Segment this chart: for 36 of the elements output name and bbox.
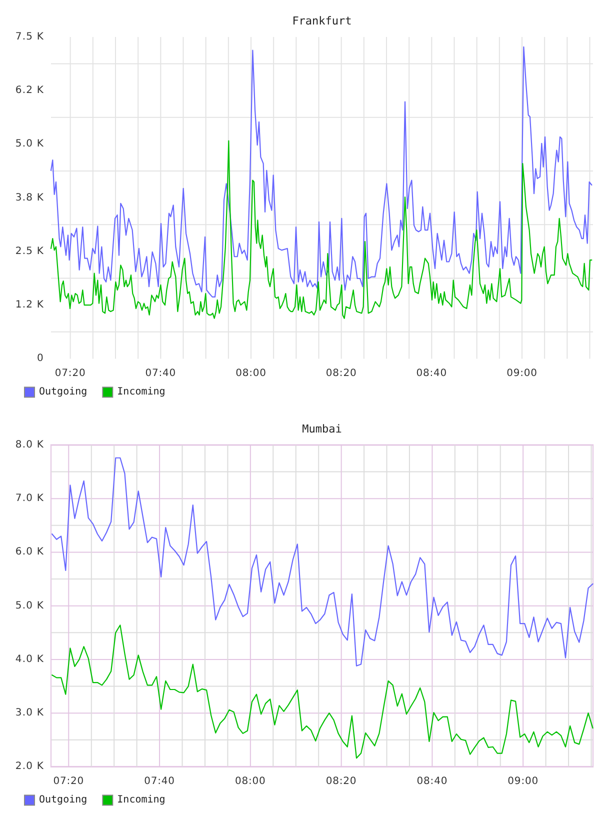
y-tick-label: 7.0 K: [15, 493, 44, 504]
line-series: [51, 624, 594, 759]
y-tick-label: 6.0 K: [15, 546, 44, 558]
x-tick-label: 08:20: [326, 368, 357, 380]
y-tick-label: 8.0 K: [15, 440, 44, 450]
legend-label: Outgoing: [39, 794, 88, 806]
y-tick-label: 2.5 K: [15, 246, 44, 257]
y-tick-label: 6.2 K: [15, 85, 44, 96]
chart-title: Frankfurt: [292, 14, 352, 28]
x-tick-label: 07:20: [53, 776, 84, 788]
chart-title: Mumbai: [302, 422, 342, 436]
y-tick-label: 3.8 K: [15, 192, 44, 204]
y-tick-label: 4.0 K: [15, 654, 44, 665]
x-tick-label: 07:40: [145, 368, 176, 380]
y-tick-label: 5.0 K: [15, 138, 44, 150]
y-tick-label: 7.5 K: [15, 32, 44, 42]
legend-label: Outgoing: [39, 386, 88, 398]
legend-label: Incoming: [117, 386, 166, 398]
y-tick-label: 1.2 K: [15, 300, 44, 311]
line-series: [50, 140, 592, 319]
line-series: [50, 46, 592, 298]
x-tick-label: 08:00: [235, 776, 266, 788]
y-tick-label: 0: [37, 353, 44, 364]
y-tick-label: 2.0 K: [15, 761, 44, 772]
x-tick-label: 09:00: [506, 368, 538, 380]
x-tick-label: 08:20: [326, 776, 357, 788]
x-tick-label: 08:00: [236, 368, 266, 380]
x-tick-label: 07:40: [144, 776, 175, 788]
legend-label: Incoming: [117, 794, 166, 806]
x-tick-label: 08:40: [416, 368, 448, 380]
line-series: [51, 457, 594, 666]
y-tick-label: 3.0 K: [15, 708, 44, 719]
x-tick-label: 09:00: [508, 776, 539, 788]
y-tick-label: 5.0 K: [15, 600, 44, 612]
x-tick-label: 08:40: [416, 776, 448, 788]
x-tick-label: 07:20: [54, 368, 86, 380]
